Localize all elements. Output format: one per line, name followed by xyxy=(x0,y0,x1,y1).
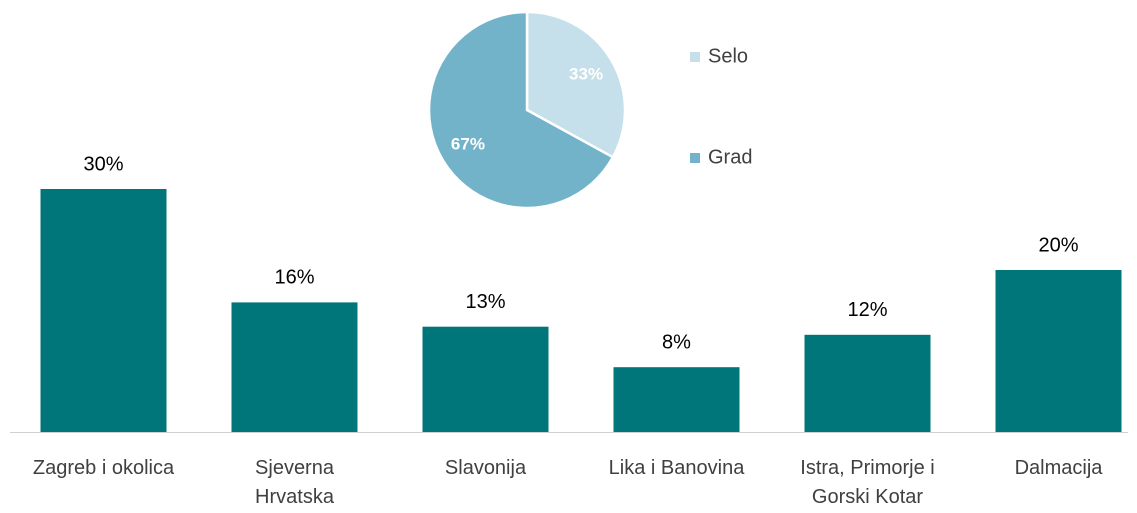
data-label: 33% xyxy=(569,65,603,84)
legend-swatch xyxy=(690,52,700,62)
bar xyxy=(613,367,740,432)
data-label: 20% xyxy=(1038,234,1078,256)
data-label: 12% xyxy=(847,299,887,321)
x-tick-label: Dalmacija xyxy=(1014,457,1103,479)
legend-label: Grad xyxy=(708,146,752,168)
legend-label: Selo xyxy=(708,45,748,67)
pie-slice xyxy=(525,10,627,159)
bar xyxy=(40,189,167,432)
data-label: 67% xyxy=(451,134,485,153)
x-tick-label: Lika i Banovina xyxy=(608,457,745,479)
x-tick-label: Istra, Primorje i Gorski Kotar xyxy=(800,457,935,508)
bar xyxy=(995,270,1122,432)
data-label: 13% xyxy=(465,291,505,313)
pie-slice xyxy=(427,10,615,210)
bar xyxy=(231,302,358,432)
x-tick-label: Slavonija xyxy=(444,457,527,479)
data-label: 8% xyxy=(662,331,691,353)
bar xyxy=(804,334,931,432)
bar xyxy=(422,326,549,432)
x-tick-label: Sjeverna Hrvatska xyxy=(255,457,334,508)
data-label: 30% xyxy=(83,153,123,175)
legend-swatch xyxy=(690,153,700,163)
data-label: 16% xyxy=(274,267,314,289)
x-tick-label: Zagreb i okolica xyxy=(32,457,175,479)
